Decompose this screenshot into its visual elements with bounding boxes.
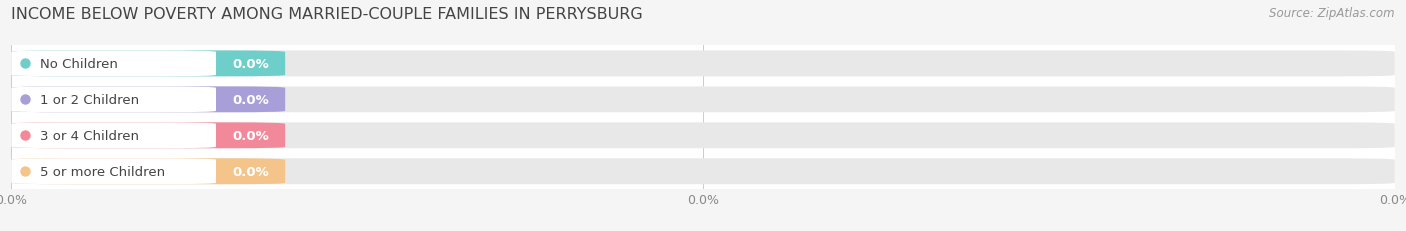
Text: 5 or more Children: 5 or more Children — [41, 165, 166, 178]
FancyBboxPatch shape — [11, 159, 285, 184]
Text: 0.0%: 0.0% — [232, 93, 269, 106]
FancyBboxPatch shape — [11, 123, 285, 149]
FancyBboxPatch shape — [11, 87, 1395, 113]
Text: 1 or 2 Children: 1 or 2 Children — [41, 93, 139, 106]
FancyBboxPatch shape — [11, 159, 1395, 184]
FancyBboxPatch shape — [11, 51, 1395, 77]
FancyBboxPatch shape — [11, 154, 1395, 189]
FancyBboxPatch shape — [11, 87, 285, 113]
Text: 0.0%: 0.0% — [232, 129, 269, 142]
Text: 3 or 4 Children: 3 or 4 Children — [41, 129, 139, 142]
FancyBboxPatch shape — [11, 123, 217, 149]
FancyBboxPatch shape — [11, 46, 1395, 82]
FancyBboxPatch shape — [11, 123, 1395, 149]
FancyBboxPatch shape — [11, 118, 1395, 154]
FancyBboxPatch shape — [11, 82, 1395, 118]
FancyBboxPatch shape — [11, 51, 285, 77]
FancyBboxPatch shape — [11, 51, 217, 77]
FancyBboxPatch shape — [11, 159, 217, 184]
Text: INCOME BELOW POVERTY AMONG MARRIED-COUPLE FAMILIES IN PERRYSBURG: INCOME BELOW POVERTY AMONG MARRIED-COUPL… — [11, 7, 643, 22]
Text: No Children: No Children — [41, 58, 118, 71]
Text: 0.0%: 0.0% — [232, 58, 269, 71]
FancyBboxPatch shape — [11, 87, 217, 113]
Text: Source: ZipAtlas.com: Source: ZipAtlas.com — [1270, 7, 1395, 20]
Text: 0.0%: 0.0% — [232, 165, 269, 178]
